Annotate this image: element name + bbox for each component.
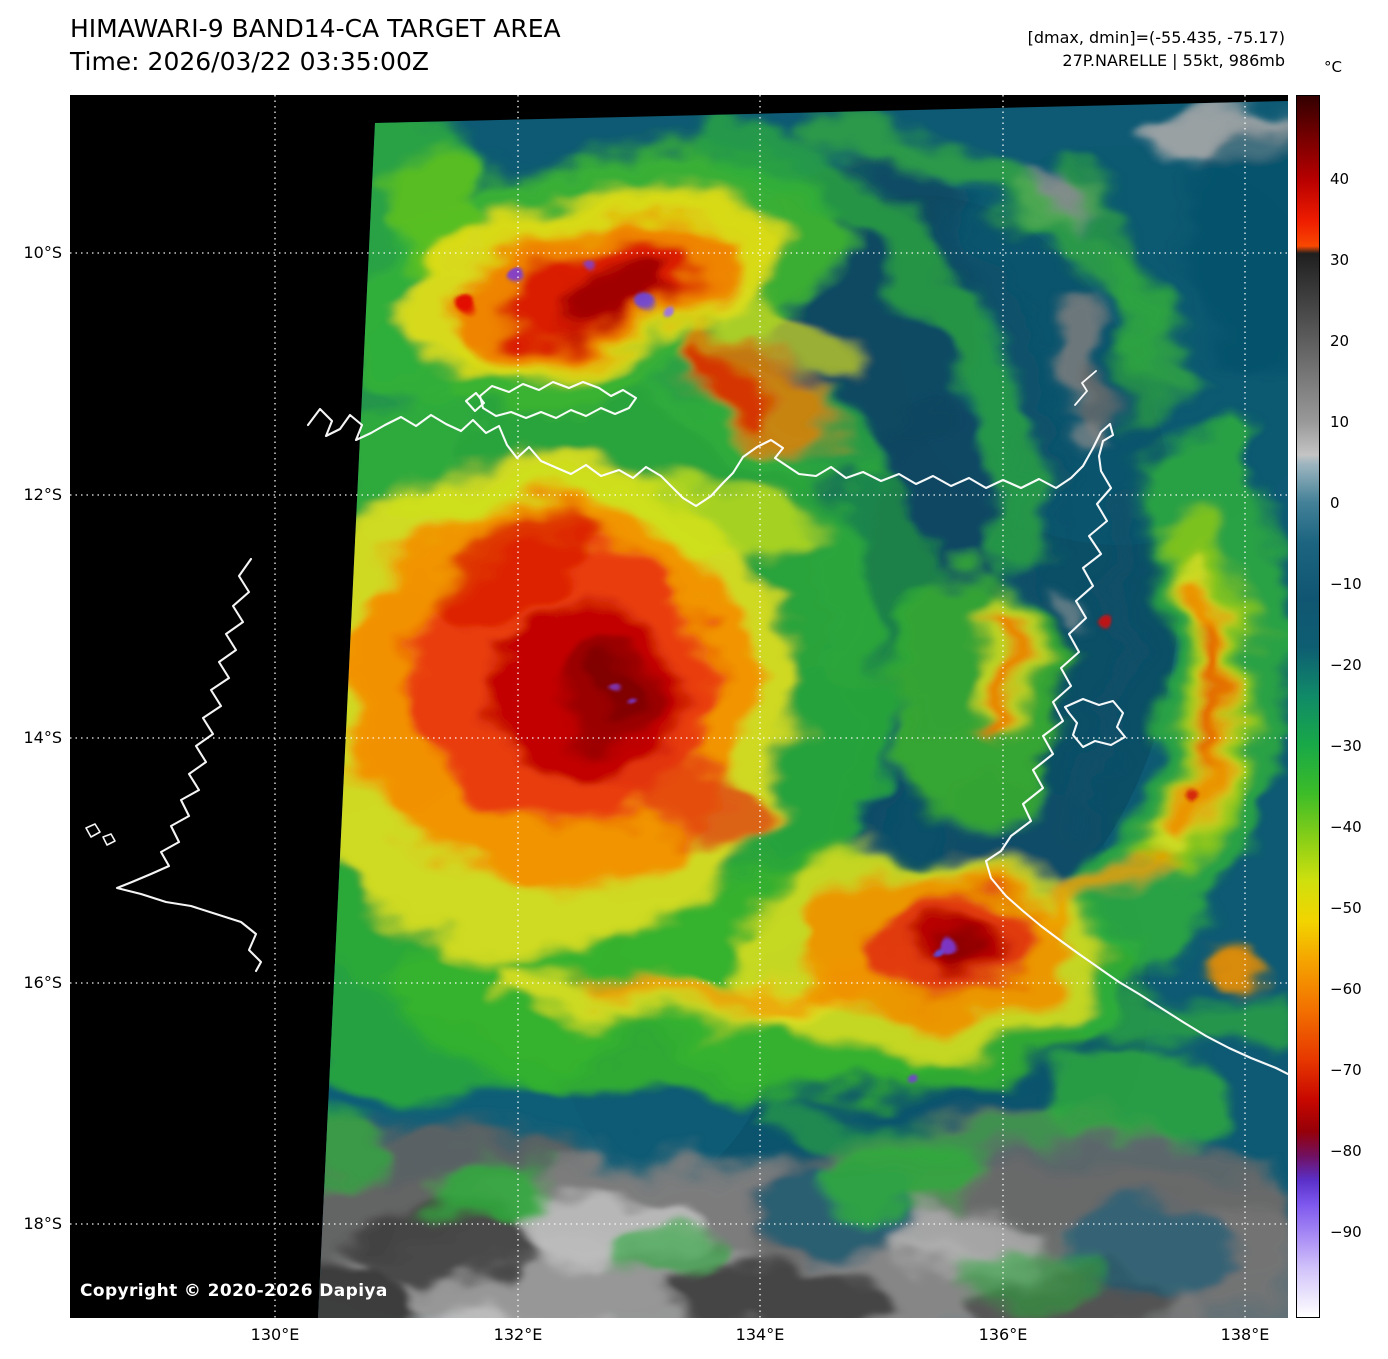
colorbar-tick-label: 30 — [1330, 251, 1350, 269]
colorbar-tick-label: −70 — [1330, 1061, 1362, 1079]
x-axis-tick-label: 130°E — [250, 1325, 300, 1344]
colorbar-tick-label: 10 — [1330, 413, 1350, 431]
colorbar-tick-label: −30 — [1330, 737, 1362, 755]
colorbar-tick-label: −80 — [1330, 1142, 1362, 1160]
dmax-dmin-readout: [dmax, dmin]=(-55.435, -75.17) — [1027, 28, 1285, 47]
y-axis-tick-label: 12°S — [23, 485, 62, 504]
coastline-bathurst-island — [464, 391, 486, 413]
copyright-watermark: Copyright © 2020-2026 Dapiya — [80, 1281, 388, 1301]
colorbar-tick-label: −20 — [1330, 656, 1362, 674]
coastline-kimberley — [115, 557, 263, 973]
x-axis-tick-label: 132°E — [493, 1325, 543, 1344]
y-axis-tick-label: 10°S — [23, 243, 62, 262]
y-axis-tick-label: 14°S — [23, 728, 62, 747]
coastline-australia — [85, 370, 1288, 1076]
cold-overshoot-specks — [456, 260, 1198, 1084]
cloud-field — [318, 101, 1288, 1318]
x-axis-tick-label: 134°E — [735, 1325, 785, 1344]
timestamp: Time: 2026/03/22 03:35:00Z — [70, 47, 429, 76]
coastline-small-island — [85, 823, 101, 838]
header-right: [dmax, dmin]=(-55.435, -75.17) 27P.NAREL… — [1028, 26, 1285, 72]
colorbar-tick-label: 40 — [1330, 170, 1350, 188]
satellite-ir-image — [70, 95, 1288, 1318]
colorbar-unit-label: °C — [1324, 58, 1342, 76]
coastline-wessel-islands — [1074, 370, 1097, 406]
y-axis-tick-label: 16°S — [23, 973, 62, 992]
x-axis-tick-label: 138°E — [1220, 1325, 1270, 1344]
graticule-grid — [70, 95, 1288, 1318]
colorbar-tick-label: −60 — [1330, 980, 1362, 998]
y-axis-tick-label: 18°S — [23, 1214, 62, 1233]
coastline-small-island — [102, 833, 116, 846]
product-title: HIMAWARI-9 BAND14-CA TARGET AREA — [70, 14, 561, 43]
colorbar-tick-label: 0 — [1330, 494, 1340, 512]
colorbar-tick-label: −50 — [1330, 899, 1362, 917]
colorbar-tick-label: −10 — [1330, 575, 1362, 593]
colorbar-tick-label: −40 — [1330, 818, 1362, 836]
satellite-map: Copyright © 2020-2026 Dapiya — [70, 95, 1288, 1318]
colorbar-tick-label: 20 — [1330, 332, 1350, 350]
coastline-mainland — [306, 407, 1288, 1076]
header-left: HIMAWARI-9 BAND14-CA TARGET AREA Time: 2… — [70, 12, 561, 78]
storm-info: 27P.NARELLE | 55kt, 986mb — [1062, 51, 1285, 71]
data-swath — [318, 101, 1288, 1318]
coastline-groote-eylandt — [1063, 697, 1127, 749]
coastline-melville-island — [478, 380, 638, 420]
colorbar-gradient — [1296, 95, 1320, 1318]
x-axis-tick-label: 136°E — [978, 1325, 1028, 1344]
colorbar-tick-label: −90 — [1330, 1223, 1362, 1241]
